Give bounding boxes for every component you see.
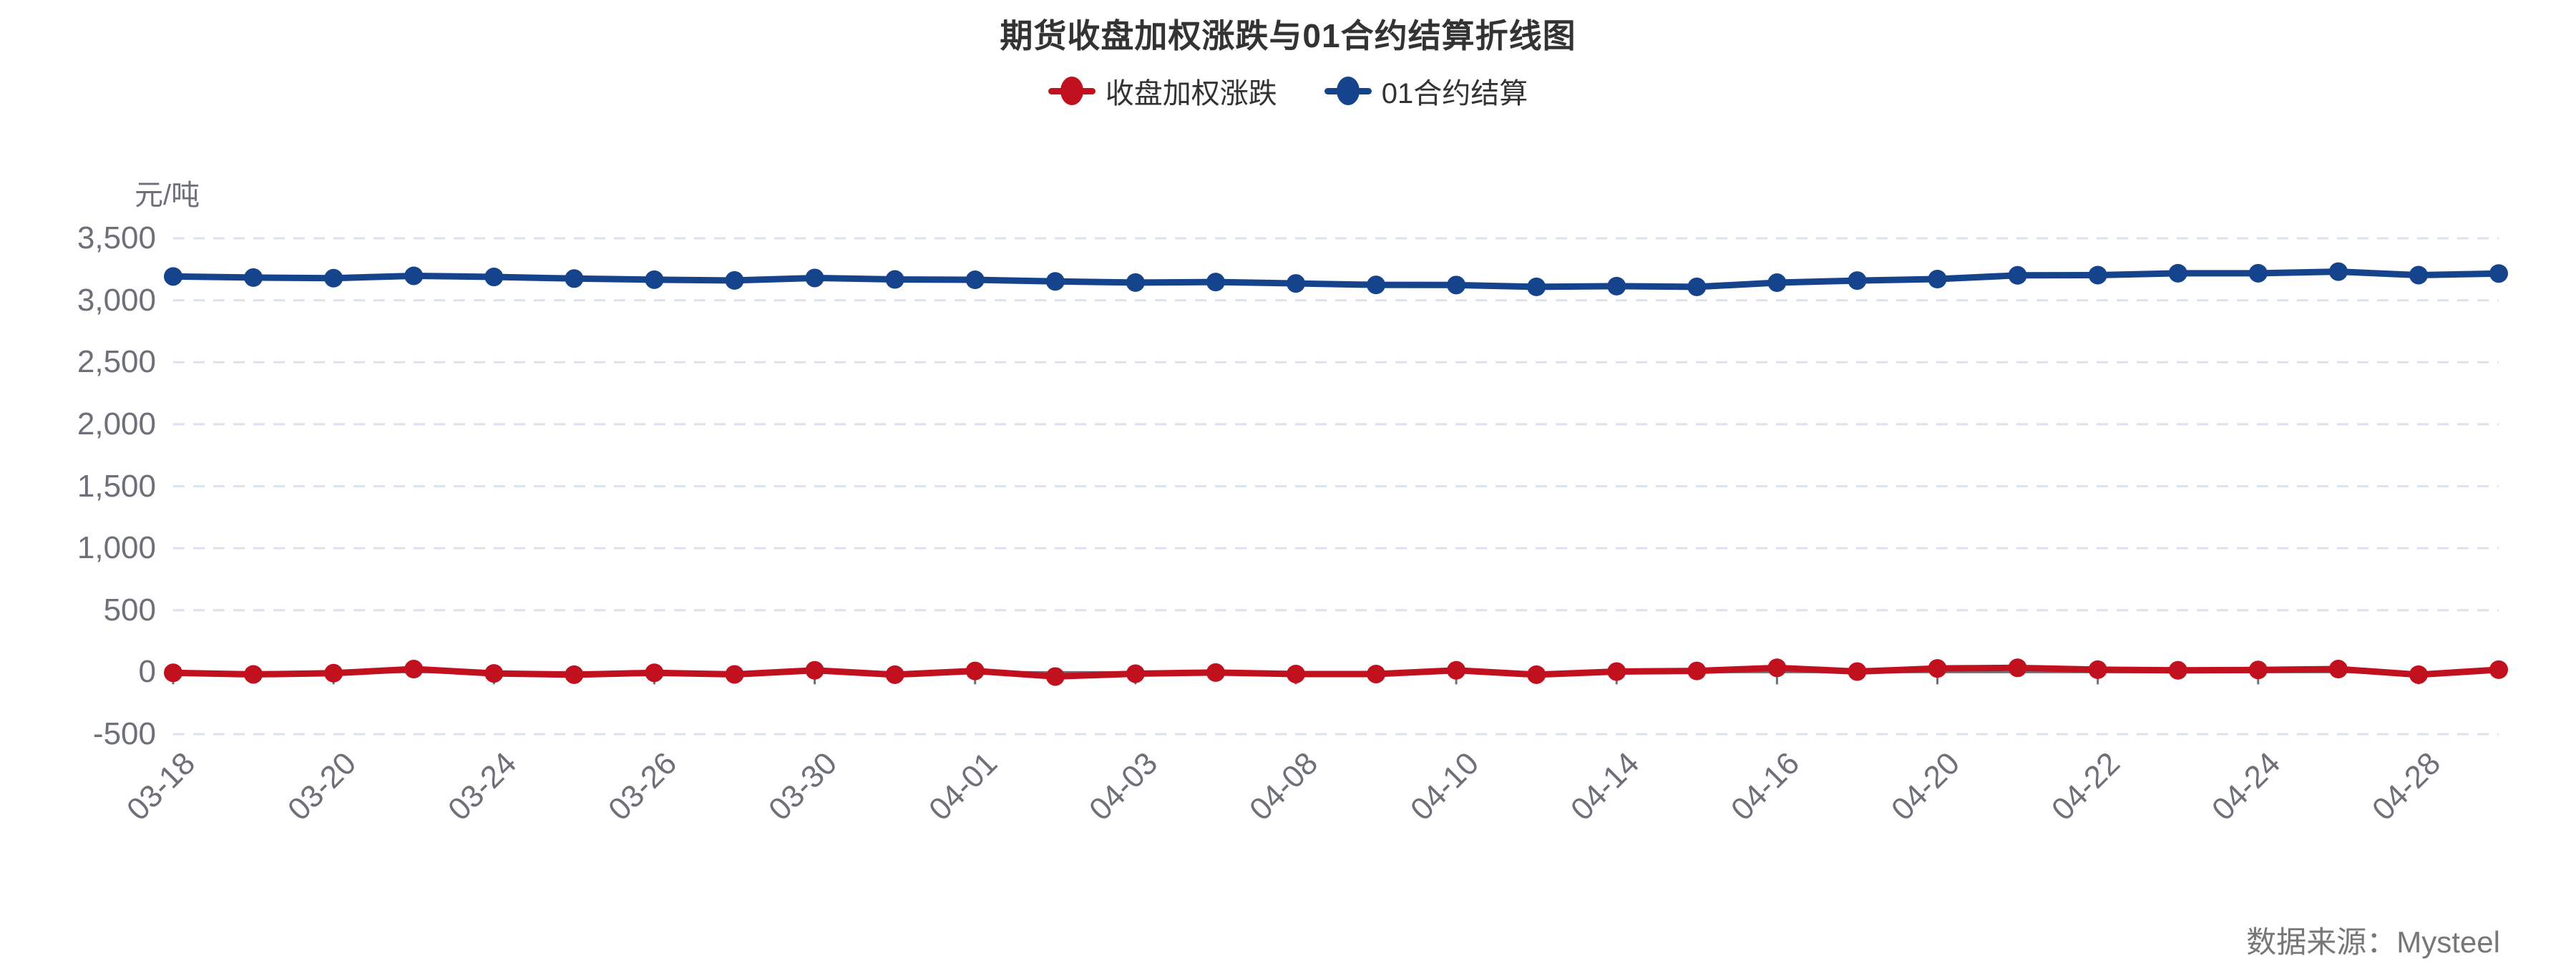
series-point xyxy=(244,665,263,684)
y-tick-label: 1,000 xyxy=(77,530,156,566)
series-point xyxy=(725,270,744,290)
series-point xyxy=(2489,264,2508,283)
series-point xyxy=(324,663,343,683)
series-point xyxy=(2409,265,2428,285)
y-tick-label: 0 xyxy=(138,654,156,690)
series-point xyxy=(2248,263,2268,283)
series-point xyxy=(484,664,504,683)
series-point xyxy=(244,268,263,287)
legend-marker-dot xyxy=(1060,77,1083,105)
series-line-0 xyxy=(170,664,2502,680)
series-point xyxy=(2008,658,2027,678)
data-source-label: 数据来源：Mysteel xyxy=(2246,925,2500,959)
series-point xyxy=(164,663,182,683)
legend-item-0[interactable]: 收盘加权涨跌 xyxy=(1048,70,1277,112)
series-point xyxy=(2248,660,2268,680)
legend: 收盘加权涨跌 01合约结算 xyxy=(0,70,2576,112)
series-point xyxy=(1126,664,1145,683)
series-point xyxy=(1848,662,1867,681)
series-point xyxy=(404,660,424,679)
y-tick-label: 2,000 xyxy=(77,406,156,441)
series-point xyxy=(1687,661,1707,680)
series-point xyxy=(965,661,985,680)
series-point xyxy=(2328,660,2348,679)
series-point xyxy=(164,267,182,286)
series-point xyxy=(484,268,504,287)
series-point xyxy=(1607,276,1626,296)
y-tick-label: 3,000 xyxy=(77,282,156,318)
series-point xyxy=(2008,265,2027,285)
legend-marker-dot xyxy=(1336,77,1360,105)
series-point xyxy=(2489,660,2508,679)
series-point xyxy=(1367,664,1386,683)
series-point xyxy=(404,266,424,286)
series-point xyxy=(1045,667,1065,686)
y-tick-label: 500 xyxy=(103,592,156,628)
series-point xyxy=(1928,659,1947,678)
series-point xyxy=(1206,663,1225,682)
series-point xyxy=(885,665,904,684)
series-point xyxy=(1126,273,1145,292)
series-point xyxy=(1527,277,1546,296)
series-point xyxy=(1286,664,1305,683)
series-point xyxy=(1367,275,1386,295)
series-point xyxy=(2168,660,2187,680)
series-point xyxy=(1767,273,1787,293)
legend-item-label: 收盘加权涨跌 xyxy=(1105,78,1277,109)
series-point xyxy=(565,269,584,288)
y-axis-unit-label: 元/吨 xyxy=(135,180,200,211)
series-point xyxy=(805,268,824,288)
series-point xyxy=(565,665,584,684)
legend-line-marker-icon xyxy=(1324,70,1372,112)
y-tick-label: 2,500 xyxy=(77,344,156,380)
series-point xyxy=(1447,660,1466,680)
series-point xyxy=(645,270,664,289)
y-tick-label: -500 xyxy=(92,716,156,751)
series-line-1 xyxy=(170,268,2502,291)
legend-item-1[interactable]: 01合约结算 xyxy=(1324,70,1528,112)
chart-title: 期货收盘加权涨跌与01合约结算折线图 xyxy=(1000,17,1576,54)
series-point xyxy=(2088,660,2107,679)
legend-item-label: 01合约结算 xyxy=(1381,78,1528,109)
series-point xyxy=(2328,262,2348,281)
series-point xyxy=(1527,665,1546,684)
series-point xyxy=(1607,662,1626,681)
series-point xyxy=(2168,263,2187,283)
series-point xyxy=(645,663,664,683)
series-point xyxy=(1848,271,1867,291)
series-point xyxy=(965,270,985,290)
series-point xyxy=(1687,277,1707,296)
series-point xyxy=(1286,274,1305,293)
legend-line-marker-icon xyxy=(1048,70,1096,112)
series-point xyxy=(1767,658,1787,678)
series-point xyxy=(2088,265,2107,285)
y-tick-label: 1,500 xyxy=(77,468,156,504)
series-point xyxy=(1045,272,1065,291)
series-point xyxy=(1206,273,1225,292)
series-point xyxy=(725,665,744,684)
series-point xyxy=(2409,665,2428,684)
series-point xyxy=(1928,269,1947,288)
series-point xyxy=(885,270,904,289)
y-tick-label: 3,500 xyxy=(77,220,156,255)
series-point xyxy=(324,268,343,288)
series-point xyxy=(1447,275,1466,295)
series-point xyxy=(805,660,824,680)
